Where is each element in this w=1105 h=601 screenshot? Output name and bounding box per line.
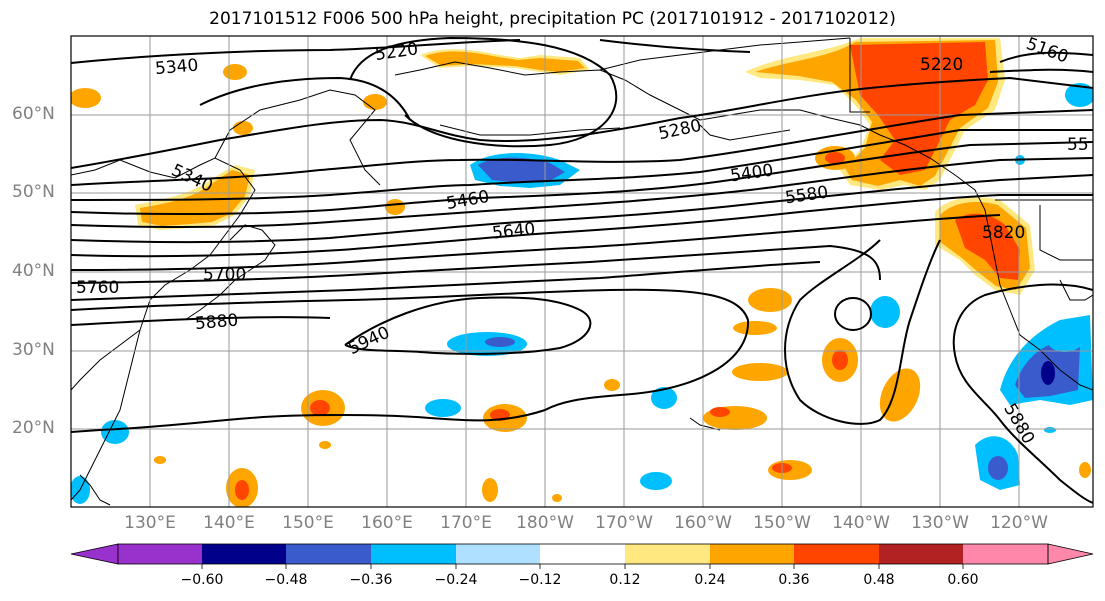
colorbar-bin xyxy=(963,544,1048,564)
colorbar-bin xyxy=(540,544,625,564)
map-title: 2017101512 F006 500 hPa height, precipit… xyxy=(209,9,896,29)
lat-label: 20°N xyxy=(12,418,55,438)
colorbar-tick-label: −0.60 xyxy=(180,572,224,588)
lat-label: 60°N xyxy=(12,104,55,124)
lat-label: 50°N xyxy=(12,182,55,202)
colorbar-tick-label: 0.36 xyxy=(778,572,810,588)
colorbar-tick-label: −0.12 xyxy=(518,572,562,588)
colorbar-tick-label: 0.60 xyxy=(947,572,979,588)
lon-label: 130°W xyxy=(911,513,969,533)
contour-label: 5340 xyxy=(154,55,199,79)
colorbar-tick-label: 0.24 xyxy=(694,572,726,588)
lon-label: 130°E xyxy=(124,513,176,533)
colorbar-bin xyxy=(879,544,963,564)
lon-label: 150°W xyxy=(753,513,811,533)
colorbar-bin xyxy=(286,544,371,564)
lat-label: 40°N xyxy=(12,261,55,281)
contour-label: 5760 xyxy=(76,278,119,298)
lon-label: 160°E xyxy=(361,513,413,533)
colorbar-bin xyxy=(118,544,202,564)
colorbar-bin xyxy=(456,544,540,564)
colorbar-max-extend xyxy=(1047,543,1094,565)
lon-label: 170°E xyxy=(440,513,492,533)
colorbar-tick-label: 0.48 xyxy=(863,572,895,588)
contour-label: 5880 xyxy=(194,310,239,334)
lon-label: 160°W xyxy=(674,513,732,533)
contour-label: 5220 xyxy=(920,55,963,75)
lon-label: 150°E xyxy=(282,513,334,533)
lat-label: 30°N xyxy=(12,340,55,360)
contour-label: 55 xyxy=(1067,135,1089,155)
colorbar xyxy=(70,543,1094,569)
lon-label: 140°E xyxy=(203,513,255,533)
colorbar-bin xyxy=(625,544,710,564)
lon-label: 170°W xyxy=(595,513,653,533)
contour-label: 5700 xyxy=(203,265,246,285)
colorbar-bin xyxy=(202,544,286,564)
contour-label: 5640 xyxy=(491,219,536,243)
contour-label: 5820 xyxy=(982,223,1025,243)
colorbar-min-extend xyxy=(70,543,119,565)
colorbar-tick-label: −0.48 xyxy=(264,572,308,588)
colorbar-bin xyxy=(794,544,879,564)
colorbar-tick-label: 0.12 xyxy=(609,572,641,588)
lon-label: 120°W xyxy=(990,513,1048,533)
lon-label: 140°W xyxy=(832,513,890,533)
lon-label: 180°W xyxy=(516,513,574,533)
colorbar-bin xyxy=(710,544,794,564)
height-contours xyxy=(71,36,1093,504)
colorbar-bin xyxy=(371,544,456,564)
coastlines xyxy=(71,37,1093,506)
map-frame xyxy=(70,35,1094,508)
colorbar-tick-label: −0.24 xyxy=(434,572,478,588)
colorbar-tick-label: −0.36 xyxy=(349,572,393,588)
